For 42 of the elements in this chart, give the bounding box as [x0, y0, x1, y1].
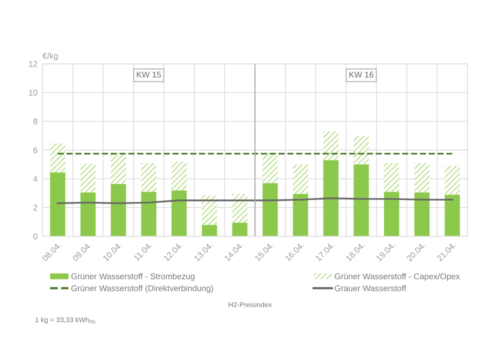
bar [202, 195, 218, 225]
bar [384, 192, 400, 236]
bar [80, 192, 96, 236]
bar [323, 131, 338, 160]
y-tick-label: 0 [33, 234, 38, 240]
bar [141, 163, 156, 192]
bar [262, 154, 278, 184]
legend-label: Grüner Wasserstoff - Capex/Opex [334, 273, 460, 281]
bar [202, 224, 218, 236]
bar [444, 194, 460, 236]
bar [354, 136, 369, 164]
legend-label: Grauer Wasserstoff [334, 285, 406, 292]
annotation: KW 16 [349, 72, 374, 78]
bar [414, 163, 430, 192]
bar [141, 192, 156, 236]
legend-label: Grüner Wasserstoff - Strombezug [71, 273, 195, 281]
bar [354, 164, 369, 236]
y-tick-label: 10 [29, 90, 38, 96]
y-tick-label: 2 [33, 204, 38, 211]
bar [110, 184, 126, 236]
y-tick-label: 12 [29, 61, 38, 67]
y-tick-label: 8 [33, 118, 38, 124]
bar [384, 163, 400, 192]
bar [232, 194, 248, 223]
bar [414, 192, 430, 236]
y-axis-title: €/kg [42, 52, 58, 60]
bar [323, 160, 338, 236]
bar [292, 164, 308, 194]
y-tick-label: 6 [33, 147, 38, 154]
bar [172, 162, 187, 190]
y-tick-label: 4 [33, 176, 38, 182]
bar [110, 154, 126, 184]
legend-label: Grüner Wasserstoff (Direktverbindung) [71, 285, 214, 293]
bar [172, 190, 187, 236]
bar [444, 166, 460, 195]
bar [262, 183, 278, 236]
bar [232, 222, 248, 236]
bar [80, 164, 96, 192]
bar [50, 172, 66, 236]
bar [292, 194, 308, 236]
bar [50, 144, 66, 172]
annotation: KW 15 [136, 72, 161, 78]
